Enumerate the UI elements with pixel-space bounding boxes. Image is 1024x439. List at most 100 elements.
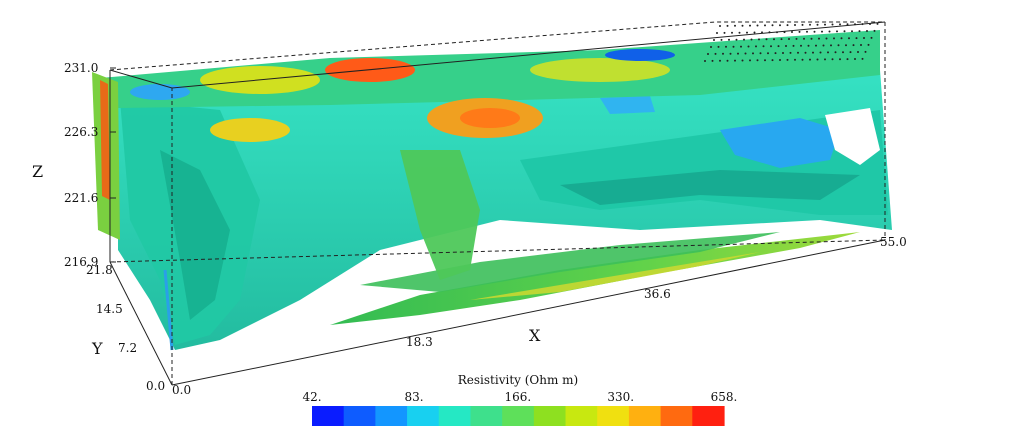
grid-dot xyxy=(830,44,832,47)
grid-dot xyxy=(812,51,814,54)
grid-dot xyxy=(849,51,852,54)
grid-dot xyxy=(834,51,837,54)
grid-dot xyxy=(813,30,816,33)
grid-dot xyxy=(752,52,754,55)
grid-dot xyxy=(710,46,712,48)
grid-dot xyxy=(794,24,796,26)
grid-dot xyxy=(809,58,811,61)
grid-dot xyxy=(791,31,793,33)
grid-dot xyxy=(807,44,810,47)
grid-dot xyxy=(756,59,759,62)
top-blue-patch-2 xyxy=(605,49,675,61)
grid-dot xyxy=(716,32,718,34)
grid-dot xyxy=(827,51,829,54)
grid-dot xyxy=(854,58,856,60)
grid-dot xyxy=(821,30,823,33)
x-tick-label: 36.6 xyxy=(644,287,671,301)
grid-dot xyxy=(792,44,795,47)
grid-dot xyxy=(846,58,849,61)
grid-dot xyxy=(840,37,843,40)
grid-dot xyxy=(867,43,870,46)
low-resistivity-zone-2 xyxy=(600,96,655,114)
grid-dot xyxy=(726,59,729,62)
grid-dot xyxy=(755,45,757,48)
grid-dot xyxy=(776,31,778,34)
grid-dot xyxy=(786,24,789,27)
front-blue-edge xyxy=(163,269,174,351)
grid-dot xyxy=(714,52,717,55)
grid-dot xyxy=(839,58,841,61)
grid-dot xyxy=(782,52,784,54)
grid-dot xyxy=(789,51,792,54)
grid-dot xyxy=(797,51,799,54)
grid-dot xyxy=(870,36,873,39)
box-back-bottom-edge xyxy=(109,239,886,263)
grid-dot xyxy=(852,44,855,47)
z-axis: 231.0 226.3 221.6 216.9 Z xyxy=(32,61,116,269)
grid-dot xyxy=(749,59,751,62)
grid-dot xyxy=(720,38,723,41)
grid-dot xyxy=(803,37,805,40)
grid-dot xyxy=(725,45,727,48)
colorbar-swatch xyxy=(660,406,693,426)
grid-dot xyxy=(719,59,721,62)
grid-dot xyxy=(801,58,804,61)
void xyxy=(825,108,880,165)
grid-dot xyxy=(768,31,771,34)
colorbar-swatch xyxy=(597,406,630,426)
grid-dot xyxy=(837,44,840,47)
grid-dot xyxy=(788,38,790,40)
grid-dot xyxy=(800,44,802,47)
grid-dot xyxy=(750,38,753,41)
grid-dot xyxy=(729,52,732,55)
grid-dot xyxy=(765,38,768,41)
grid-dot xyxy=(731,31,733,34)
grid-dot xyxy=(839,23,841,26)
grid-dot xyxy=(762,45,765,48)
grid-dot xyxy=(738,31,741,34)
x-axis: 0.0 18.3 36.6 55.0 X xyxy=(172,235,907,397)
grid-dot xyxy=(737,52,739,55)
colorbar-tick-labels: 42. 83. 166. 330. 658. xyxy=(302,390,737,404)
grid-dot xyxy=(860,44,862,46)
top-dot-grid xyxy=(704,22,879,62)
box-front-bottom-edge xyxy=(171,239,886,386)
colorbar-tick-label: 330. xyxy=(607,390,634,404)
grid-dot xyxy=(828,30,831,33)
grid-dot xyxy=(810,37,813,40)
colorbar-swatch xyxy=(375,406,408,426)
floor-sheet xyxy=(330,232,860,325)
grid-dot xyxy=(854,23,856,26)
grid-dot xyxy=(806,30,808,33)
grid-dot xyxy=(873,29,876,32)
colorbar-swatches xyxy=(312,406,725,426)
grid-dot xyxy=(831,23,834,26)
grid-dot xyxy=(863,37,865,39)
grid-dot xyxy=(864,50,867,53)
right-shell-fold xyxy=(560,170,860,205)
grid-dot xyxy=(770,45,772,48)
grid-dot xyxy=(816,23,819,26)
colorbar-swatch xyxy=(438,406,472,426)
grid-dot xyxy=(801,23,804,26)
z-tick-label: 216.9 xyxy=(64,255,98,269)
colorbar-tick-label: 83. xyxy=(404,390,423,404)
grid-dot xyxy=(795,37,798,40)
high-resistivity-core xyxy=(460,108,520,128)
grid-dot xyxy=(711,59,714,62)
grid-dot xyxy=(779,59,781,61)
grid-dot xyxy=(756,24,759,27)
z-tick-label: 221.6 xyxy=(64,191,98,205)
grid-dot xyxy=(704,60,706,62)
colorbar-tick-label: 42. xyxy=(302,390,321,404)
grid-dot xyxy=(851,30,853,33)
grid-dot xyxy=(786,58,789,61)
grid-dot xyxy=(815,44,817,47)
grid-dot xyxy=(831,58,834,61)
grid-dot xyxy=(842,51,844,54)
colorbar: Resistivity (Ohm m) 42. 83. 166. 330. 658. xyxy=(302,373,737,426)
grid-dot xyxy=(876,22,879,25)
x-axis-title: X xyxy=(529,326,541,345)
grid-dot xyxy=(816,58,819,61)
